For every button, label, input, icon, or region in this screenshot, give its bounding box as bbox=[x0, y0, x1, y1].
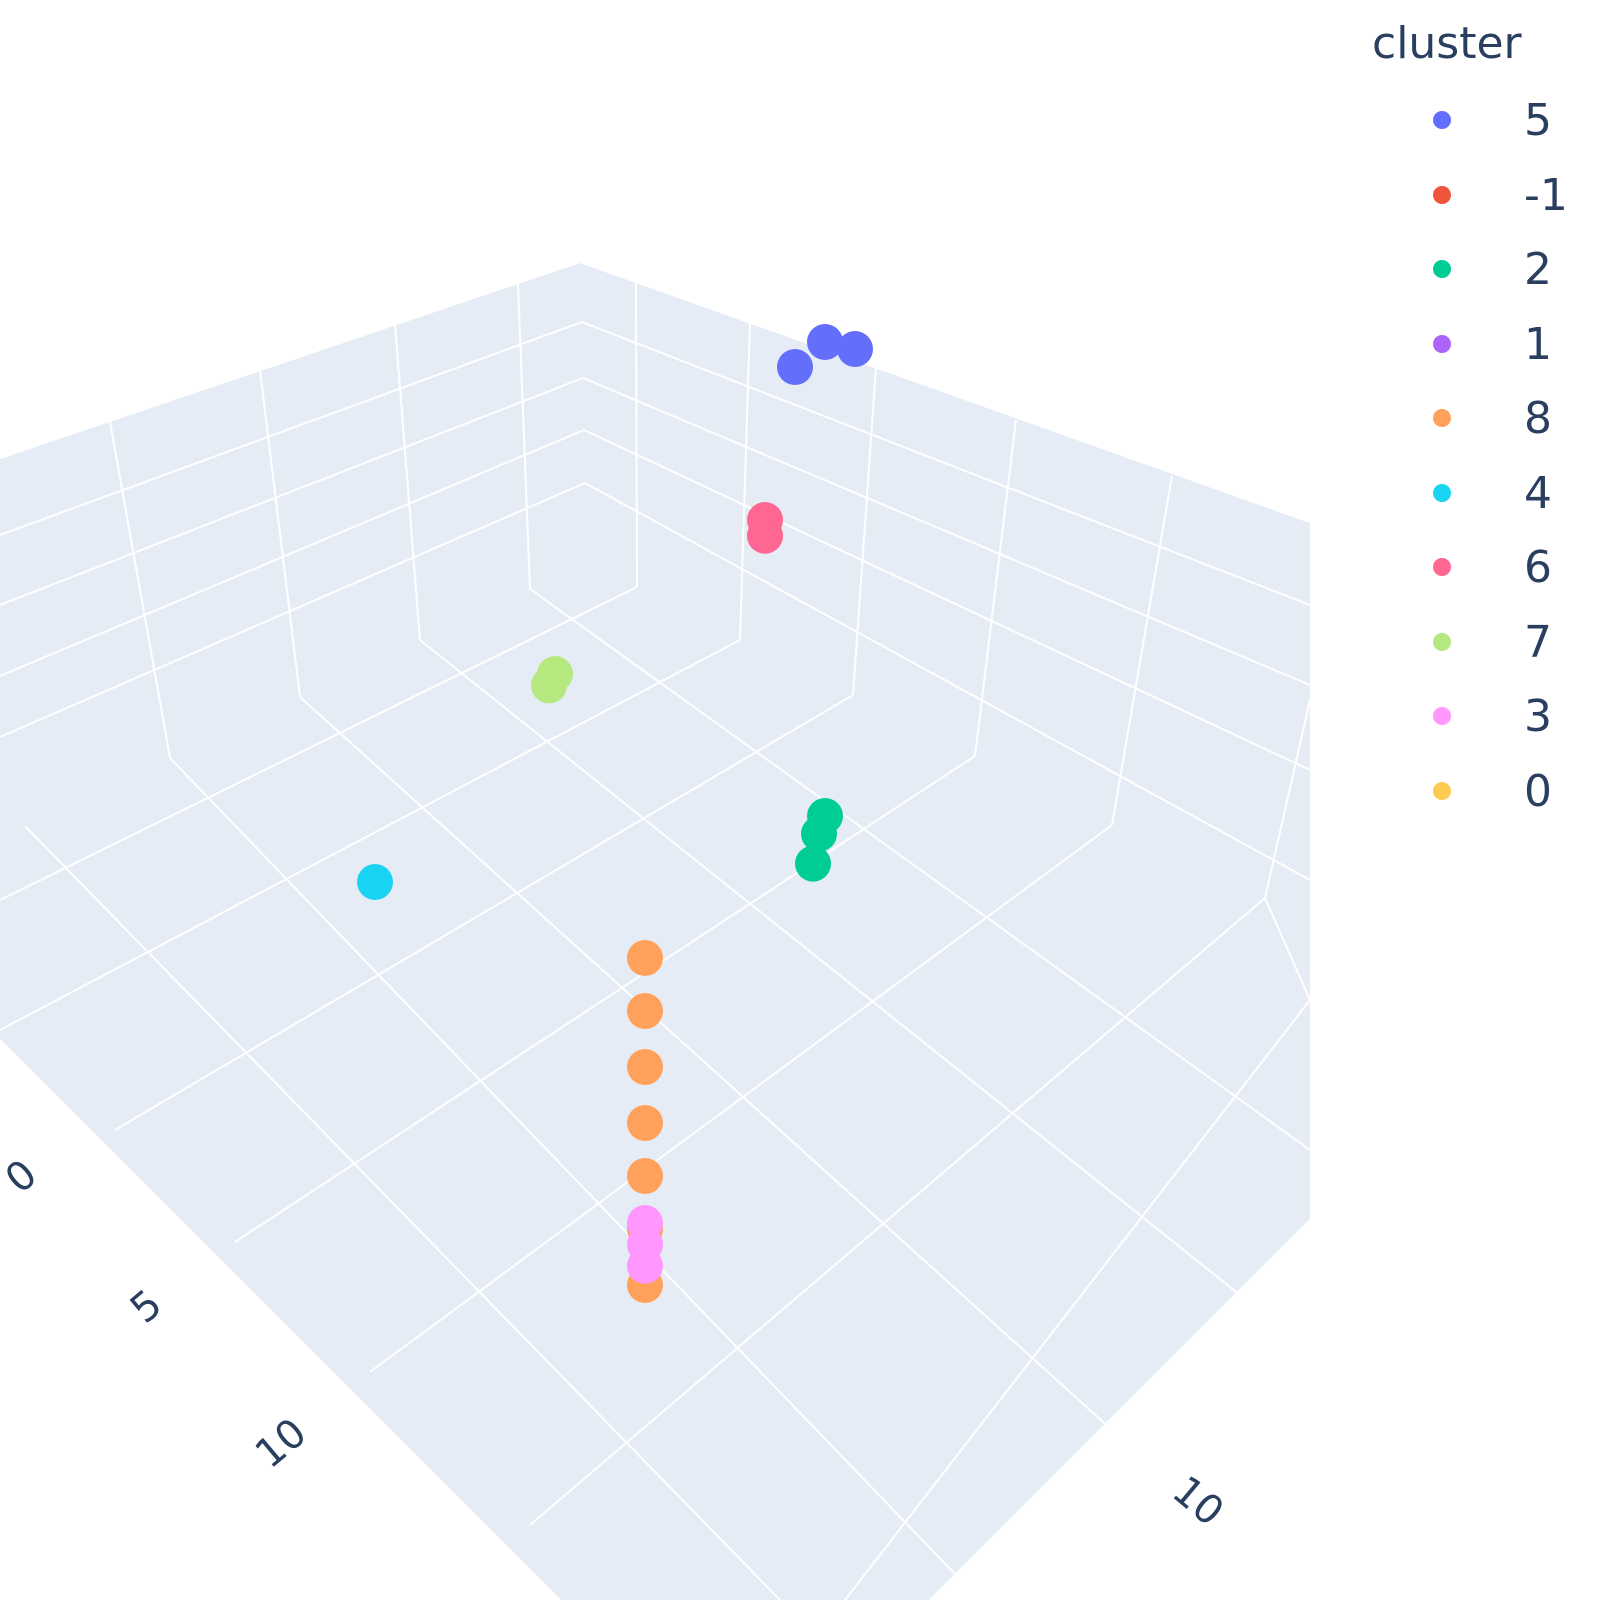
legend-item[interactable]: 7 bbox=[1400, 612, 1600, 672]
legend-marker-icon bbox=[1433, 260, 1451, 278]
legend-item[interactable]: 2 bbox=[1400, 239, 1600, 299]
data-point-cluster-8[interactable] bbox=[627, 1105, 663, 1141]
gridline bbox=[1111, 475, 1173, 826]
gridline bbox=[852, 367, 877, 696]
gridline bbox=[0, 482, 586, 738]
legend-label: 5 bbox=[1524, 95, 1552, 146]
data-point-cluster-8[interactable] bbox=[627, 940, 663, 976]
data-point-cluster-3[interactable] bbox=[627, 1247, 663, 1284]
gridline bbox=[1264, 699, 1311, 899]
gridline bbox=[259, 369, 301, 698]
legend-item[interactable]: 5 bbox=[1400, 90, 1600, 150]
gridline bbox=[109, 421, 171, 759]
gridline bbox=[517, 283, 531, 590]
data-point-cluster-5[interactable] bbox=[807, 324, 843, 360]
legend-label: 6 bbox=[1524, 542, 1552, 593]
legend-label: 3 bbox=[1524, 691, 1552, 742]
gridline bbox=[1264, 897, 1311, 1001]
gridline bbox=[114, 694, 854, 1131]
gridline bbox=[844, 999, 1311, 1600]
data-point-cluster-8[interactable] bbox=[627, 993, 663, 1029]
back-right-wall bbox=[580, 262, 1310, 1220]
legend-label: 2 bbox=[1524, 244, 1552, 295]
gridline bbox=[581, 321, 1311, 606]
gridlines bbox=[0, 261, 1311, 1600]
legend-marker-icon bbox=[1433, 334, 1451, 353]
legend-marker-icon bbox=[1433, 483, 1451, 502]
legend-label: 8 bbox=[1524, 393, 1552, 444]
gridline bbox=[0, 639, 741, 1031]
data-point-cluster-8[interactable] bbox=[627, 1158, 663, 1194]
data-point-cluster-2[interactable] bbox=[795, 845, 831, 882]
axis-edge bbox=[929, 1219, 1311, 1600]
x-tick-label: 0 bbox=[0, 1151, 46, 1203]
legend-item[interactable]: 8 bbox=[1400, 388, 1600, 448]
gridline bbox=[0, 429, 585, 677]
gridline bbox=[24, 825, 781, 1600]
axis-edge bbox=[0, 261, 581, 459]
legend-label: 0 bbox=[1524, 765, 1552, 817]
data-point-cluster-5[interactable] bbox=[837, 331, 873, 367]
gridline bbox=[529, 897, 1266, 1526]
gridline bbox=[234, 755, 976, 1243]
gridline bbox=[739, 321, 751, 641]
legend-marker-icon bbox=[1433, 558, 1451, 576]
gridline bbox=[0, 586, 638, 901]
gridline bbox=[369, 824, 1113, 1373]
data-point-cluster-5[interactable] bbox=[777, 349, 813, 385]
gridline bbox=[583, 429, 1311, 771]
gridline bbox=[169, 757, 981, 1600]
legend-marker-icon bbox=[1433, 632, 1451, 651]
legend-marker-icon bbox=[1433, 409, 1451, 427]
legend-item[interactable]: 0 bbox=[1400, 761, 1600, 821]
x-tick-label: 5 bbox=[122, 1281, 171, 1333]
data-point-cluster-4[interactable] bbox=[357, 864, 393, 900]
data-point-cluster-8[interactable] bbox=[627, 1049, 663, 1085]
gridline bbox=[0, 377, 584, 606]
legend-item[interactable]: 6 bbox=[1400, 537, 1600, 597]
gridline bbox=[0, 321, 583, 536]
gridline bbox=[299, 696, 1113, 1431]
gridline bbox=[582, 377, 1311, 686]
data-points bbox=[357, 324, 873, 1303]
gridline bbox=[584, 482, 1311, 881]
data-point-cluster-6[interactable] bbox=[747, 517, 783, 554]
x-tick-label: 10 bbox=[247, 1410, 316, 1478]
axis-edge bbox=[0, 1039, 561, 1600]
legend-label: 7 bbox=[1524, 616, 1552, 668]
legend-marker-icon bbox=[1433, 707, 1451, 725]
legend-marker-icon bbox=[1433, 185, 1451, 204]
legend-label: 4 bbox=[1524, 467, 1552, 519]
legend-label: 1 bbox=[1524, 318, 1552, 370]
y-tick-label: 10 bbox=[1164, 1467, 1233, 1535]
legend-title: cluster bbox=[1372, 18, 1522, 69]
axis-edge bbox=[579, 261, 1311, 523]
legend-item[interactable]: 1 bbox=[1400, 314, 1600, 374]
data-point-cluster-2[interactable] bbox=[801, 815, 837, 852]
gridline bbox=[419, 639, 1241, 1296]
data-point-cluster-7[interactable] bbox=[531, 667, 567, 704]
gridline bbox=[635, 281, 638, 588]
legend-label: -1 bbox=[1524, 169, 1568, 221]
legend-marker-icon bbox=[1433, 781, 1451, 800]
gridline bbox=[394, 324, 421, 641]
legend-item[interactable]: 3 bbox=[1400, 686, 1600, 746]
legend-marker-icon bbox=[1433, 111, 1451, 129]
legend-item[interactable]: -1 bbox=[1400, 165, 1600, 225]
legend-item[interactable]: 4 bbox=[1400, 463, 1600, 523]
